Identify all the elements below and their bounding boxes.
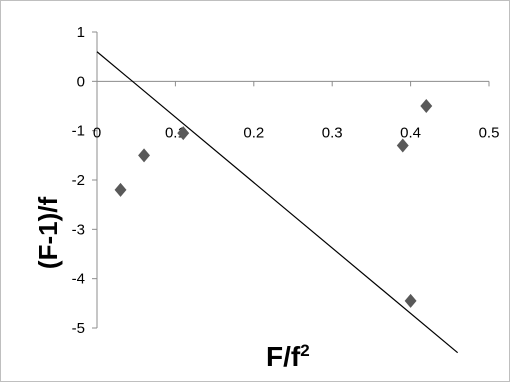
x-axis-title-text: F/f [266, 341, 301, 372]
y-tick-label: -1 [72, 123, 85, 140]
data-point-marker [177, 126, 190, 141]
x-axis-title: F/f2 [266, 341, 310, 372]
data-point-marker [138, 148, 150, 163]
y-tick-label: -5 [72, 320, 85, 337]
data-point-marker [396, 138, 409, 153]
trendline-group [96, 51, 459, 354]
x-tick-label: 0 [93, 124, 101, 141]
x-tick-label: 0.3 [322, 124, 343, 141]
x-tick-label: 0.2 [243, 124, 264, 141]
y-tick-label: -2 [72, 172, 85, 189]
trendline [96, 51, 459, 354]
x-axis-title-superscript: 2 [300, 341, 309, 360]
x-axis: 0 0.1 0.2 0.3 0.4 0.5 [93, 80, 500, 141]
y-axis: 1 0 -1 -2 -3 -4 -5 [72, 24, 98, 337]
data-point-marker [114, 182, 127, 197]
y-tick-label: -3 [72, 221, 85, 238]
x-tick-label: 0.5 [479, 124, 500, 141]
data-point-marker [404, 293, 417, 308]
y-tick-label: -4 [72, 271, 85, 288]
x-tick-label: 0.1 [165, 124, 186, 141]
y-tick-label: 0 [77, 73, 85, 90]
y-tick-label: 1 [77, 24, 85, 41]
x-tick-label: 0.4 [400, 124, 421, 141]
y-axis-title: (F-1)/f [33, 197, 63, 270]
data-point-marker [420, 99, 433, 113]
data-points [114, 99, 433, 308]
